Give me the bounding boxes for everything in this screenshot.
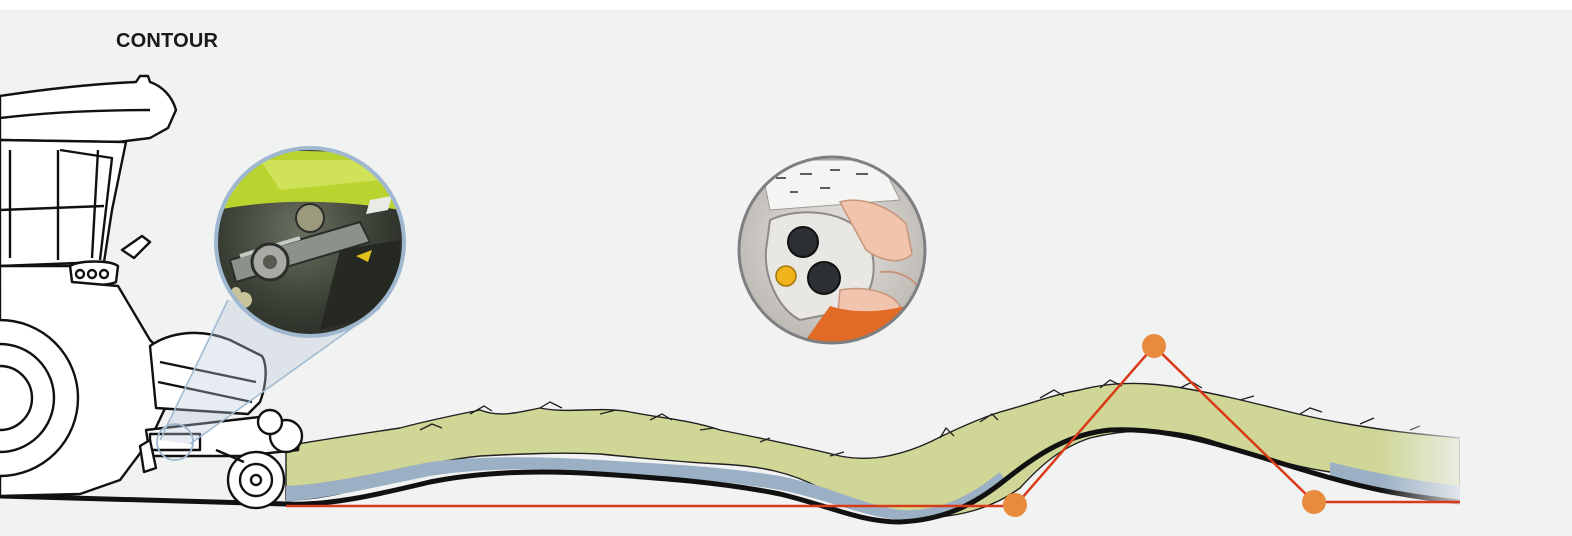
crop-texture — [419, 379, 1421, 457]
soil-layer — [286, 457, 1005, 521]
diagram-title: CONTOUR — [116, 30, 219, 52]
control-point — [1003, 493, 1027, 517]
forage-harvester-front-icon — [0, 74, 304, 510]
control-point — [1302, 490, 1326, 514]
diagram-canvas: CONTOUR — [0, 10, 1572, 536]
joystick-hand-icon — [737, 155, 927, 345]
fade-cover — [1460, 350, 1572, 536]
zoom-target-ring — [156, 423, 194, 461]
ground-line — [0, 427, 1463, 525]
contour-illustration — [0, 74, 1572, 536]
hydraulic-cylinder-detail-icon — [214, 146, 406, 338]
control-point — [1142, 334, 1166, 358]
zoom-connector — [159, 299, 381, 445]
crop-swath — [285, 382, 1461, 519]
